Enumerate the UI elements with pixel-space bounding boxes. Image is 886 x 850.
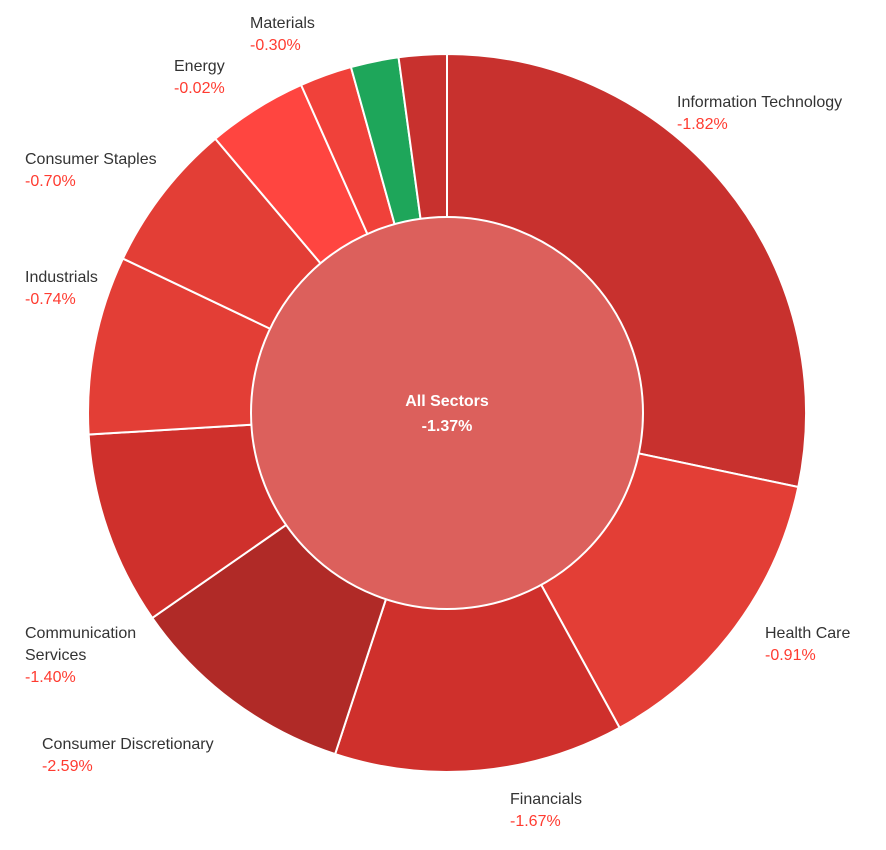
label-name: Materials [250,15,315,32]
label-change: -2.59% [42,758,93,775]
label-change: -0.70% [25,173,76,190]
center-value: -1.37% [422,418,473,435]
label-change: -1.40% [25,669,76,686]
label-name: Energy [174,58,225,75]
label-change: -0.74% [25,291,76,308]
label-name: Consumer Staples [25,151,157,168]
labels-group: Information Technology -1.82% Health Care -… [25,15,850,830]
center-label: All Sectors [405,393,489,410]
label-change: -0.30% [250,37,301,54]
label-change: -1.67% [510,813,561,830]
label-change: -0.91% [765,647,816,664]
label-name: Communication [25,625,136,642]
label-name: Industrials [25,269,98,286]
label-name: Financials [510,791,582,808]
label-change: -0.02% [174,80,225,97]
label-name: Health Care [765,625,850,642]
center-circle[interactable] [250,216,644,610]
label-name: Consumer Discretionary [42,736,214,753]
label-change: -1.82% [677,116,728,133]
label-name: Information Technology [677,94,842,111]
label-name: Services [25,647,86,664]
